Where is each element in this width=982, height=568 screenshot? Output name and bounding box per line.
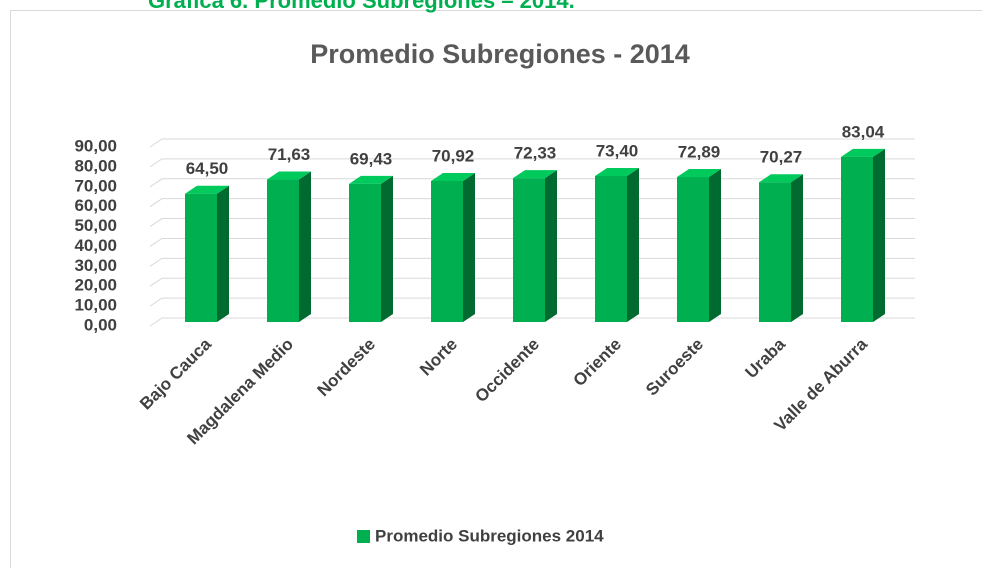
data-label: 72,33 bbox=[514, 144, 557, 163]
grid-line bbox=[149, 257, 915, 267]
y-tick-label: 80,00 bbox=[74, 156, 117, 175]
data-label: 72,89 bbox=[678, 143, 721, 162]
bar-side bbox=[791, 174, 803, 322]
bar-top bbox=[759, 174, 803, 183]
grid-line bbox=[149, 237, 915, 247]
grid-line bbox=[149, 297, 915, 307]
chart-border bbox=[10, 10, 982, 568]
bar bbox=[349, 183, 381, 322]
bar bbox=[677, 177, 709, 322]
y-tick-label: 40,00 bbox=[74, 236, 117, 255]
chart-title: Promedio Subregiones - 2014 bbox=[310, 39, 690, 69]
grid-line bbox=[149, 138, 915, 148]
bar-top bbox=[513, 170, 557, 179]
bar-side bbox=[217, 185, 229, 322]
bar bbox=[185, 193, 217, 322]
caption: Gráfica 6. Promedio Subregiones – 2014. bbox=[148, 0, 575, 13]
bar-top bbox=[595, 168, 639, 177]
data-label: 73,40 bbox=[596, 141, 639, 160]
y-tick-label: 50,00 bbox=[74, 216, 117, 235]
data-label: 70,92 bbox=[432, 146, 475, 165]
data-label: 70,27 bbox=[760, 148, 803, 167]
y-tick-label: 0,00 bbox=[84, 315, 117, 334]
data-label: 71,63 bbox=[268, 145, 311, 164]
y-tick-label: 20,00 bbox=[74, 276, 117, 295]
bar-top bbox=[431, 172, 475, 181]
bar bbox=[759, 182, 791, 322]
bar bbox=[431, 180, 463, 322]
bar-side bbox=[873, 148, 885, 322]
grid-line bbox=[149, 317, 915, 327]
bar-side bbox=[709, 169, 721, 322]
bar-top bbox=[841, 148, 885, 157]
data-label: 64,50 bbox=[186, 159, 229, 178]
grid-line bbox=[149, 277, 915, 287]
grid-line bbox=[149, 178, 915, 188]
data-label: 69,43 bbox=[350, 149, 393, 168]
bar bbox=[267, 179, 299, 322]
data-label: 83,04 bbox=[842, 122, 885, 141]
bar-side bbox=[381, 175, 393, 322]
bar bbox=[513, 178, 545, 322]
bar-top bbox=[267, 171, 311, 180]
bar-top bbox=[349, 175, 393, 184]
bar-top bbox=[677, 169, 721, 178]
y-tick-label: 60,00 bbox=[74, 196, 117, 215]
bar bbox=[841, 156, 873, 322]
y-tick-label: 30,00 bbox=[74, 256, 117, 275]
y-tick-label: 10,00 bbox=[74, 296, 117, 315]
bar-side bbox=[463, 172, 475, 322]
legend-label: Promedio Subregiones 2014 bbox=[375, 526, 604, 545]
bar-side bbox=[545, 170, 557, 322]
legend-swatch bbox=[357, 530, 370, 543]
grid-line bbox=[149, 198, 915, 208]
grid-line bbox=[149, 218, 915, 227]
bar-side bbox=[299, 171, 311, 322]
y-tick-label: 90,00 bbox=[74, 136, 117, 155]
bar bbox=[595, 176, 627, 322]
bar-top bbox=[185, 185, 229, 194]
grid-line bbox=[149, 158, 915, 168]
y-tick-label: 70,00 bbox=[74, 176, 117, 195]
bar-side bbox=[627, 168, 639, 322]
